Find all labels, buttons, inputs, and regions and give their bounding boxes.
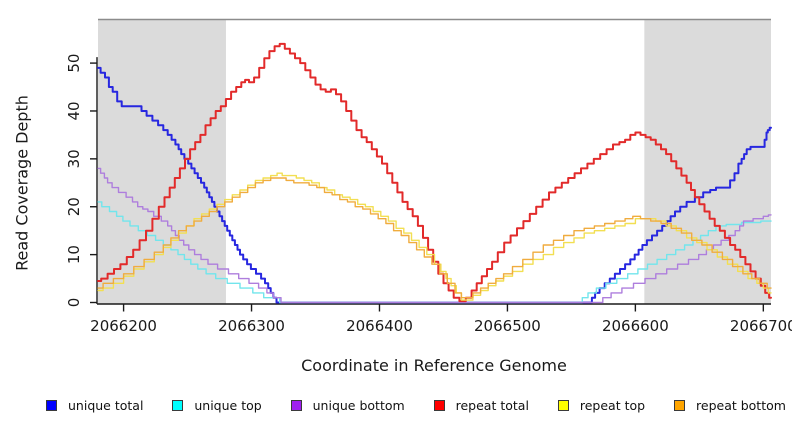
- y-tick-label: 10: [65, 245, 83, 264]
- series-line-repeat-total: [97, 42, 772, 303]
- legend-item-repeat-total: repeat total: [433, 398, 529, 413]
- y-tick-label: 30: [65, 149, 83, 168]
- legend-label-repeat-bottom: repeat bottom: [696, 398, 786, 413]
- y-axis-title: Read Coverage Depth: [12, 95, 32, 271]
- legend-item-unique-top: unique top: [172, 398, 262, 413]
- legend-label-unique-bottom: unique bottom: [312, 398, 405, 413]
- y-tick-label: 50: [65, 54, 83, 73]
- legend-item-unique-bottom: unique bottom: [290, 398, 405, 413]
- legend-swatch-repeat-bottom: [674, 400, 686, 411]
- legend-swatch-unique-bottom: [290, 400, 302, 411]
- legend: unique total unique top unique bottom repea…: [46, 398, 786, 413]
- legend-item-repeat-top: repeat top: [557, 398, 646, 413]
- legend-swatch-repeat-total: [433, 400, 445, 411]
- x-tick-label: 2066300: [218, 317, 285, 335]
- series-line-repeat-bottom: [97, 177, 772, 299]
- legend-label-repeat-total: repeat total: [455, 398, 529, 413]
- legend-item-unique-total: unique total: [46, 398, 143, 413]
- legend-swatch-repeat-top: [557, 400, 569, 411]
- legend-label-repeat-top: repeat top: [579, 398, 646, 413]
- x-tick-label: 2066200: [90, 317, 157, 335]
- series-line-unique-bottom: [97, 167, 772, 304]
- y-tick-label: 20: [65, 197, 83, 216]
- legend-swatch-unique-top: [172, 400, 184, 411]
- shaded-region-2: [644, 20, 771, 304]
- x-tick-label: 2066400: [346, 317, 413, 335]
- x-tick-label: 2066600: [602, 317, 669, 335]
- series-line-unique-total: [97, 66, 772, 304]
- legend-swatch-unique-total: [46, 400, 57, 411]
- y-tick-label: 0: [65, 298, 83, 308]
- legend-item-repeat-bottom: repeat bottom: [674, 398, 786, 413]
- shaded-region-1: [98, 20, 226, 304]
- x-tick-label: 2066700: [730, 317, 792, 335]
- x-axis-title: Coordinate in Reference Genome: [301, 356, 567, 375]
- y-tick-label: 40: [65, 101, 83, 120]
- legend-label-unique-top: unique top: [194, 398, 262, 413]
- x-tick-label: 2066500: [474, 317, 541, 335]
- legend-label-unique-total: unique total: [68, 398, 144, 413]
